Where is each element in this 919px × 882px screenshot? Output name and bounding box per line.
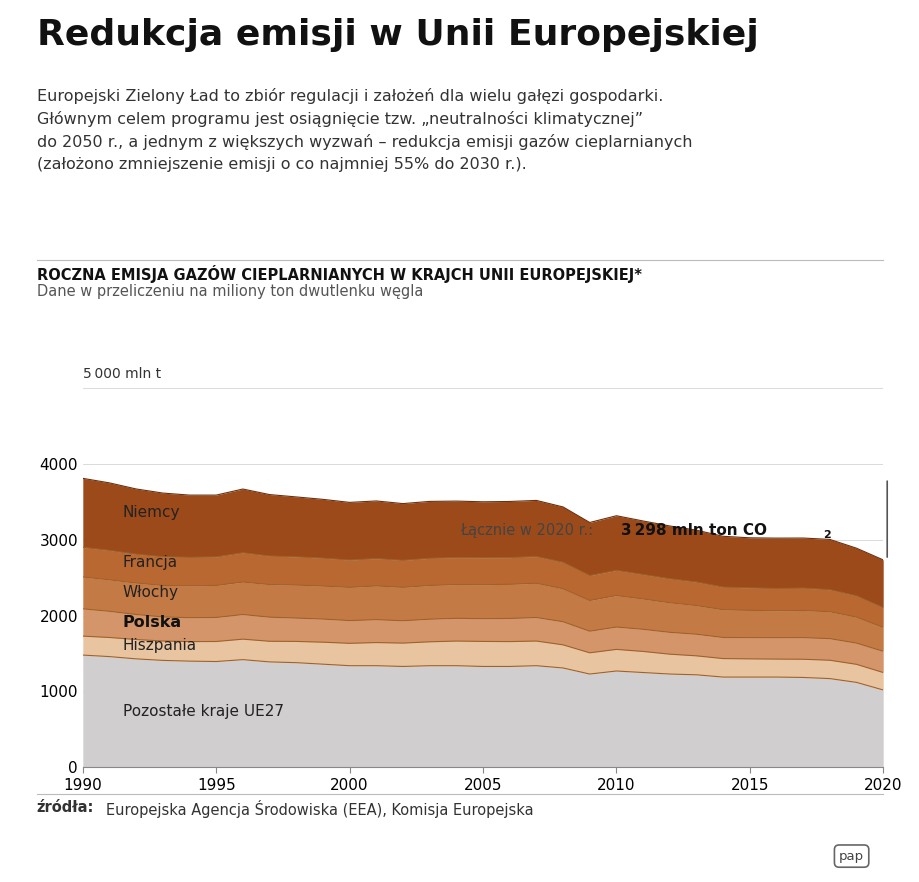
- Text: Polska: Polska: [123, 615, 182, 630]
- Text: Hiszpania: Hiszpania: [123, 638, 197, 653]
- Text: Niemcy: Niemcy: [123, 505, 180, 520]
- Text: Europejski Zielony Ład to zbiór regulacji i założeń dla wielu gałęzi gospodarki.: Europejski Zielony Ład to zbiór regulacj…: [37, 88, 692, 172]
- Text: Dane w przeliczeniu na miliony ton dwutlenku węgla: Dane w przeliczeniu na miliony ton dwutl…: [37, 284, 423, 299]
- Text: Łącznie w 2020 r.:: Łącznie w 2020 r.:: [460, 523, 597, 538]
- Text: 5 000 mln t: 5 000 mln t: [83, 367, 161, 381]
- Text: źródła:: źródła:: [37, 800, 94, 815]
- Text: ROCZNA EMISJA GAZÓW CIEPLARNIANYCH W KRAJCH UNII EUROPEJSKIEJ*: ROCZNA EMISJA GAZÓW CIEPLARNIANYCH W KRA…: [37, 265, 641, 282]
- Text: Włochy: Włochy: [123, 586, 178, 601]
- Text: Francja: Francja: [123, 555, 177, 570]
- Text: Europejska Agencja Środowiska (EEA), Komisja Europejska: Europejska Agencja Środowiska (EEA), Kom…: [106, 800, 533, 818]
- Text: 3 298 mln ton CO: 3 298 mln ton CO: [620, 523, 766, 538]
- Text: Pozostałe kraje UE27: Pozostałe kraje UE27: [123, 704, 284, 719]
- Text: Redukcja emisji w Unii Europejskiej: Redukcja emisji w Unii Europejskiej: [37, 18, 758, 52]
- Text: 2: 2: [823, 530, 830, 541]
- Text: pap: pap: [838, 849, 863, 863]
